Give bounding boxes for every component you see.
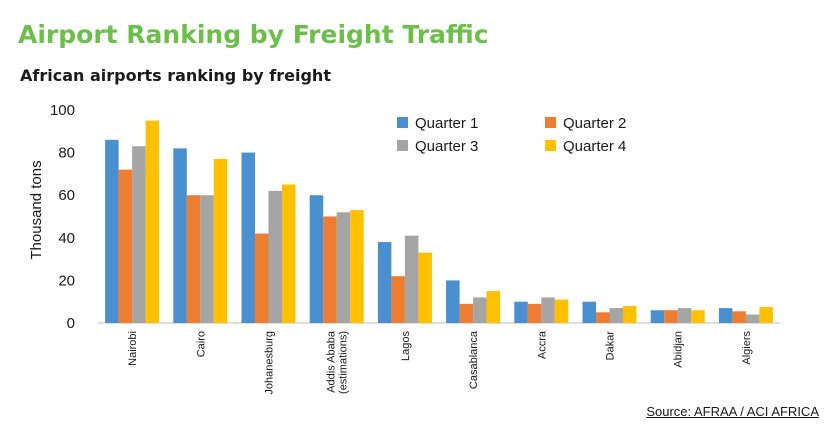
- bar: [350, 210, 364, 323]
- bar: [609, 308, 623, 323]
- legend-label: Quarter 3: [415, 138, 478, 155]
- bar: [241, 152, 255, 323]
- bar: [745, 314, 760, 323]
- bar: [145, 120, 160, 324]
- bar: [691, 310, 705, 323]
- bar: [268, 190, 282, 323]
- bar: [105, 139, 119, 323]
- legend-swatch: [397, 117, 408, 128]
- bar: [759, 307, 773, 323]
- x-category-label: Cairo: [195, 331, 207, 357]
- bar: [255, 233, 269, 323]
- bar: [309, 195, 324, 323]
- x-category-label: (estimations): [338, 331, 350, 394]
- bar: [623, 305, 637, 323]
- bar: [282, 184, 296, 323]
- x-category-label: Dakar: [605, 331, 617, 361]
- y-axis-title: Thousand tons: [28, 160, 45, 259]
- bar: [213, 158, 228, 323]
- bar: [582, 301, 596, 323]
- x-category-label: Addis Ababa: [326, 330, 338, 393]
- x-category-label: Algiers: [741, 331, 753, 365]
- x-category-label: Accra: [536, 330, 548, 359]
- page-title: Airport Ranking by Freight Traffic: [18, 20, 489, 49]
- bar: [459, 303, 474, 323]
- bar: [173, 148, 187, 323]
- legend-swatch: [397, 140, 408, 151]
- bar: [404, 235, 419, 323]
- y-tick-label: 0: [67, 315, 75, 332]
- bar: [446, 280, 460, 323]
- y-tick-label: 60: [58, 187, 75, 204]
- x-category-label: Abidjan: [673, 331, 685, 368]
- legend-label: Quarter 4: [563, 138, 626, 155]
- bar: [486, 291, 501, 323]
- bar: [200, 195, 214, 323]
- x-category-label: Johanesburg: [264, 331, 276, 395]
- x-category-label: Nairobi: [127, 331, 139, 366]
- bar: [718, 308, 733, 323]
- bar: [132, 146, 146, 323]
- source-note: Source: AFRAA / ACI AFRICA: [646, 404, 819, 419]
- y-tick-label: 40: [58, 230, 75, 247]
- bar: [418, 252, 432, 323]
- chart-subtitle: African airports ranking by freight: [20, 66, 331, 85]
- legend-label: Quarter 2: [563, 115, 626, 132]
- bar: [514, 301, 528, 323]
- bar: [650, 310, 665, 323]
- bar: [336, 212, 351, 323]
- bar: [473, 297, 487, 323]
- bar: [527, 303, 542, 323]
- x-category-label: Lagos: [400, 331, 412, 361]
- bar: [377, 242, 392, 323]
- bar: [677, 308, 692, 323]
- bar: [391, 276, 405, 323]
- legend-swatch: [545, 117, 556, 128]
- y-tick-label: 20: [58, 272, 75, 289]
- y-tick-label: 80: [58, 145, 75, 162]
- bar: [554, 299, 569, 323]
- bar: [664, 310, 678, 323]
- bar: [118, 169, 133, 323]
- bar: [541, 297, 555, 323]
- x-category-label: Casablanca: [468, 330, 480, 389]
- legend-swatch: [545, 140, 556, 151]
- bar: [186, 195, 201, 323]
- bar: [596, 312, 610, 323]
- bar: [732, 311, 746, 323]
- bar-chart: Thousand tons 0 20 40 60 80 100 Nairobi Cairo J…: [28, 102, 780, 395]
- legend-label: Quarter 1: [415, 115, 478, 132]
- bar: [323, 216, 337, 323]
- y-tick-label: 100: [50, 102, 75, 119]
